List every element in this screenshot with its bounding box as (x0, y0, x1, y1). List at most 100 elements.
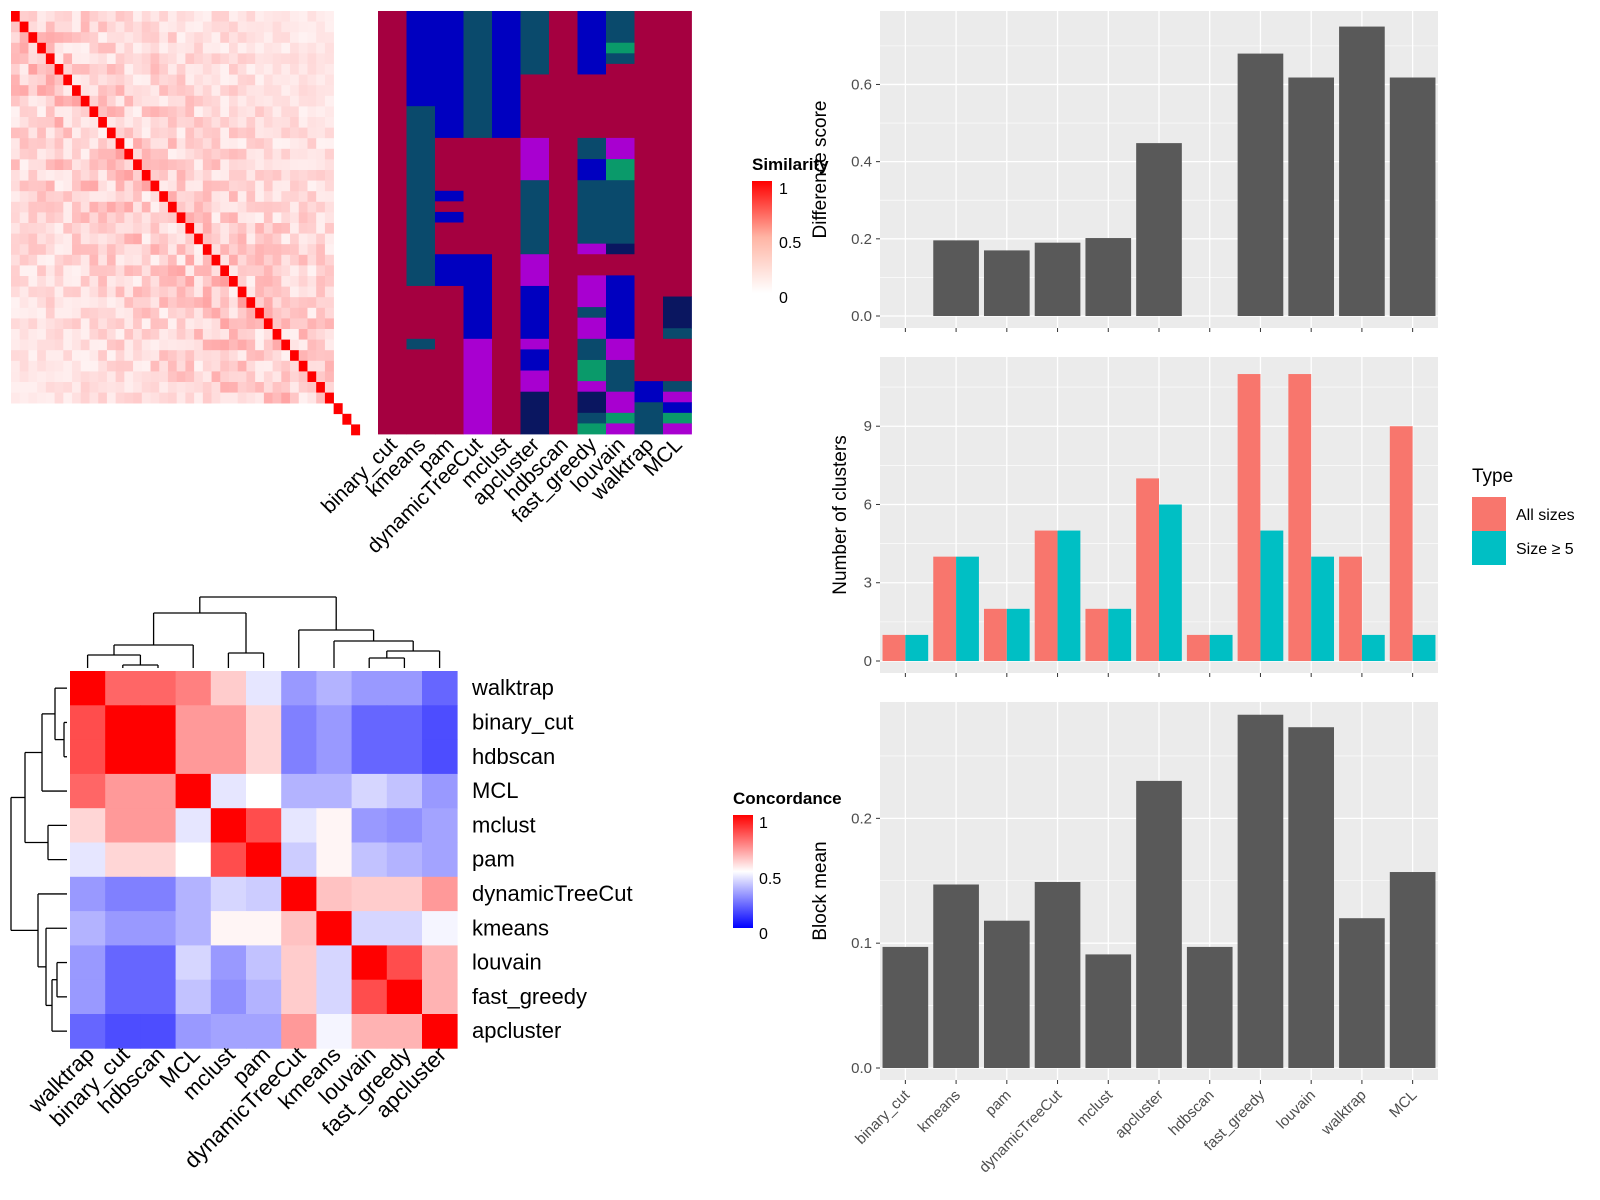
similarity-cell (229, 223, 239, 234)
similarity-cell (98, 106, 108, 118)
similarity-cell (298, 318, 308, 330)
similarity-cell (63, 85, 73, 97)
assignment-cell (520, 370, 550, 393)
similarity-cell (176, 329, 186, 340)
similarity-cell (167, 170, 177, 181)
similarity-cell (211, 244, 221, 256)
similarity-cell (229, 201, 239, 213)
similarity-cell (316, 382, 326, 393)
similarity-cell (19, 159, 29, 171)
similarity-cell (89, 127, 99, 139)
similarity-cell (176, 106, 186, 118)
similarity-cell (229, 371, 239, 383)
similarity-cell (89, 159, 99, 171)
similarity-cell (167, 350, 177, 362)
assignment-cell (520, 74, 550, 139)
similarity-cell (281, 286, 291, 298)
similarity-cell (246, 138, 256, 150)
similarity-cell (150, 11, 160, 22)
similarity-cell (211, 339, 221, 351)
similarity-cell (133, 382, 143, 393)
similarity-cell (37, 318, 47, 330)
similarity-cell (263, 74, 273, 86)
bar-dynamicTreeCut (1034, 242, 1081, 316)
similarity-cell (11, 74, 21, 86)
similarity-cell (80, 85, 90, 97)
similarity-cell (167, 127, 177, 139)
similarity-cell (19, 42, 29, 54)
similarity-cell (220, 212, 230, 224)
similarity-cell (98, 318, 108, 330)
assignment-cell (435, 137, 464, 192)
similarity-cell (211, 85, 221, 97)
similarity-cell (246, 360, 256, 372)
similarity-cell (167, 53, 177, 65)
similarity-cell (28, 223, 38, 234)
similarity-cell (141, 21, 151, 33)
similarity-cell (237, 148, 247, 160)
similarity-cell (220, 159, 230, 171)
similarity-cell (106, 191, 116, 203)
similarity-cell (37, 11, 47, 22)
similarity-cell (19, 11, 29, 22)
similarity-cell (229, 265, 239, 277)
assignment-cell (663, 338, 692, 382)
similarity-cell (202, 360, 212, 372)
similarity-cell (54, 339, 64, 351)
similarity-cell (194, 201, 204, 213)
similarity-cell (167, 117, 177, 128)
concordance-cell (70, 808, 106, 843)
similarity-cell (316, 32, 326, 44)
similarity-cell (324, 371, 334, 383)
similarity-cell (89, 360, 99, 372)
concordance-cell (140, 705, 176, 740)
similarity-cell (324, 339, 334, 351)
concordance-cell (70, 773, 106, 809)
similarity-cell (237, 117, 247, 128)
concordance-cell (316, 945, 352, 981)
similarity-cell (237, 32, 247, 44)
similarity-cell (255, 297, 265, 309)
similarity-cell (133, 350, 143, 362)
similarity-cell (106, 212, 116, 224)
similarity-cell (229, 350, 239, 362)
similarity-cell (54, 201, 64, 213)
similarity-cell (194, 21, 204, 33)
similarity-cell (237, 212, 247, 224)
similarity-cell (19, 180, 29, 192)
similarity-cell (89, 297, 99, 309)
similarity-cell (89, 53, 99, 65)
y-tick-label: 0 (864, 653, 872, 670)
similarity-cell (194, 244, 204, 256)
similarity-cell (98, 265, 108, 277)
similarity-cell (211, 350, 221, 362)
assignment-cell (663, 296, 692, 329)
similarity-cell (167, 191, 177, 203)
similarity-cell (19, 148, 29, 160)
similarity-cell (246, 297, 256, 309)
similarity-cell (220, 64, 230, 75)
concordance-row-label-dynamicTreeCut: dynamicTreeCut (472, 881, 633, 906)
similarity-cell (63, 223, 73, 234)
similarity-cell (176, 339, 186, 351)
concordance-cell (351, 808, 388, 843)
similarity-cell (272, 318, 282, 330)
similarity-cell (89, 32, 99, 44)
assignment-cell (520, 349, 550, 371)
similarity-cell (290, 339, 300, 351)
similarity-cell (28, 360, 38, 372)
similarity-cell (202, 223, 212, 234)
similarity-cell (54, 276, 64, 287)
similarity-cell (316, 127, 326, 139)
similarity-cell (237, 350, 247, 362)
similarity-cell (237, 339, 247, 351)
similarity-cell (298, 21, 308, 33)
similarity-cell (80, 318, 90, 330)
similarity-cell (194, 138, 204, 150)
similarity-cell (89, 276, 99, 287)
similarity-cell (19, 254, 29, 266)
similarity-cell (45, 180, 55, 192)
similarity-cell (176, 138, 186, 150)
similarity-cell (150, 286, 160, 298)
concordance-cell (422, 876, 458, 912)
